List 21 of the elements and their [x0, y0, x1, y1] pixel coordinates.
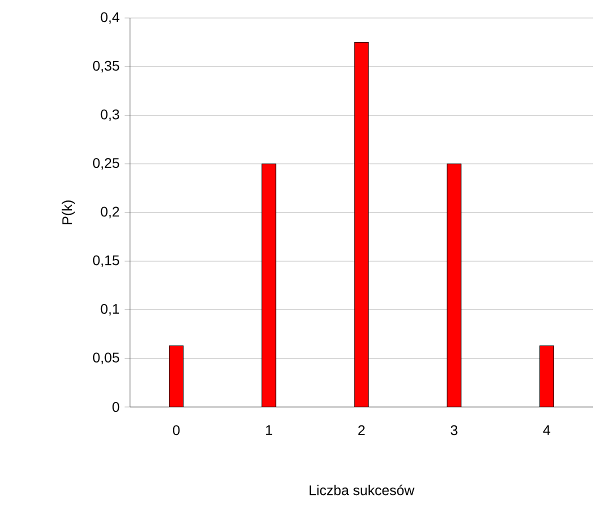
bar: [169, 345, 184, 407]
bar: [446, 164, 462, 407]
y-tick-label: 0,3: [100, 109, 120, 122]
x-tick-label: 3: [450, 425, 458, 436]
x-axis-title: Liczba sukcesów: [310, 484, 414, 496]
bar: [539, 345, 554, 407]
bar: [262, 164, 276, 407]
y-tick-label: 0,1: [100, 304, 120, 316]
y-tick-label: 0,05: [93, 352, 120, 364]
y-tick-label: 0: [112, 402, 120, 412]
y-tick-label: 0,4: [100, 12, 120, 24]
y-tick-label: 0,15: [93, 255, 120, 267]
y-axis-title: P(k): [62, 200, 75, 224]
x-tick-label: 4: [543, 425, 550, 435]
bar: [354, 42, 369, 407]
x-tick-label: 1: [266, 425, 272, 435]
x-tick-label: 0: [172, 425, 180, 436]
y-tick-label: 0,25: [93, 158, 120, 170]
y-tick-label: 0,35: [93, 60, 120, 72]
y-tick-label: 0,2: [100, 206, 120, 218]
x-tick-label: 2: [358, 425, 365, 436]
